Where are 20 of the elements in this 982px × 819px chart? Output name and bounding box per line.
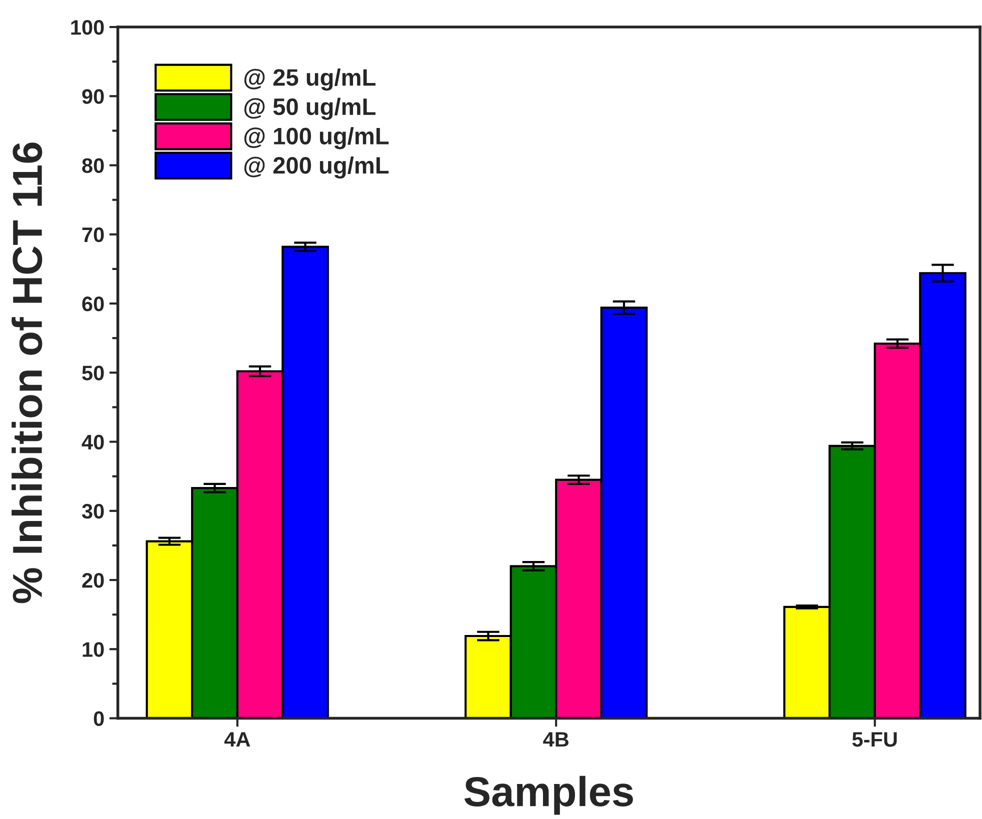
y-tick-label: 50: [82, 366, 104, 380]
y-tick-label: 100: [71, 20, 104, 35]
legend-label: @ 100 ug/mL: [244, 127, 389, 150]
y-tick-label: 90: [82, 89, 104, 104]
x-tick-label: 4A: [224, 732, 250, 747]
legend-label: @ 50 ug/mL: [244, 98, 376, 120]
y-tick-label: 30: [82, 504, 104, 519]
y-axis-title: % Inhibition of HCT 116: [12, 142, 42, 604]
x-axis-title: Samples: [464, 776, 633, 815]
y-tick-label: 40: [82, 434, 104, 450]
x-tick-label: 4B: [543, 732, 568, 747]
y-tick-label: 10: [82, 642, 104, 657]
legend-label: @ 25 ug/mL: [244, 68, 376, 91]
y-tick-label: 60: [82, 296, 104, 312]
x-tick-label: 5-FU: [852, 732, 897, 747]
y-tick-label: 70: [82, 227, 104, 242]
legend-label: @ 200 ug/mL: [244, 156, 389, 179]
y-tick-label: 20: [82, 573, 104, 588]
y-tick-label: 0: [94, 711, 104, 726]
y-tick-label: 80: [82, 158, 104, 174]
